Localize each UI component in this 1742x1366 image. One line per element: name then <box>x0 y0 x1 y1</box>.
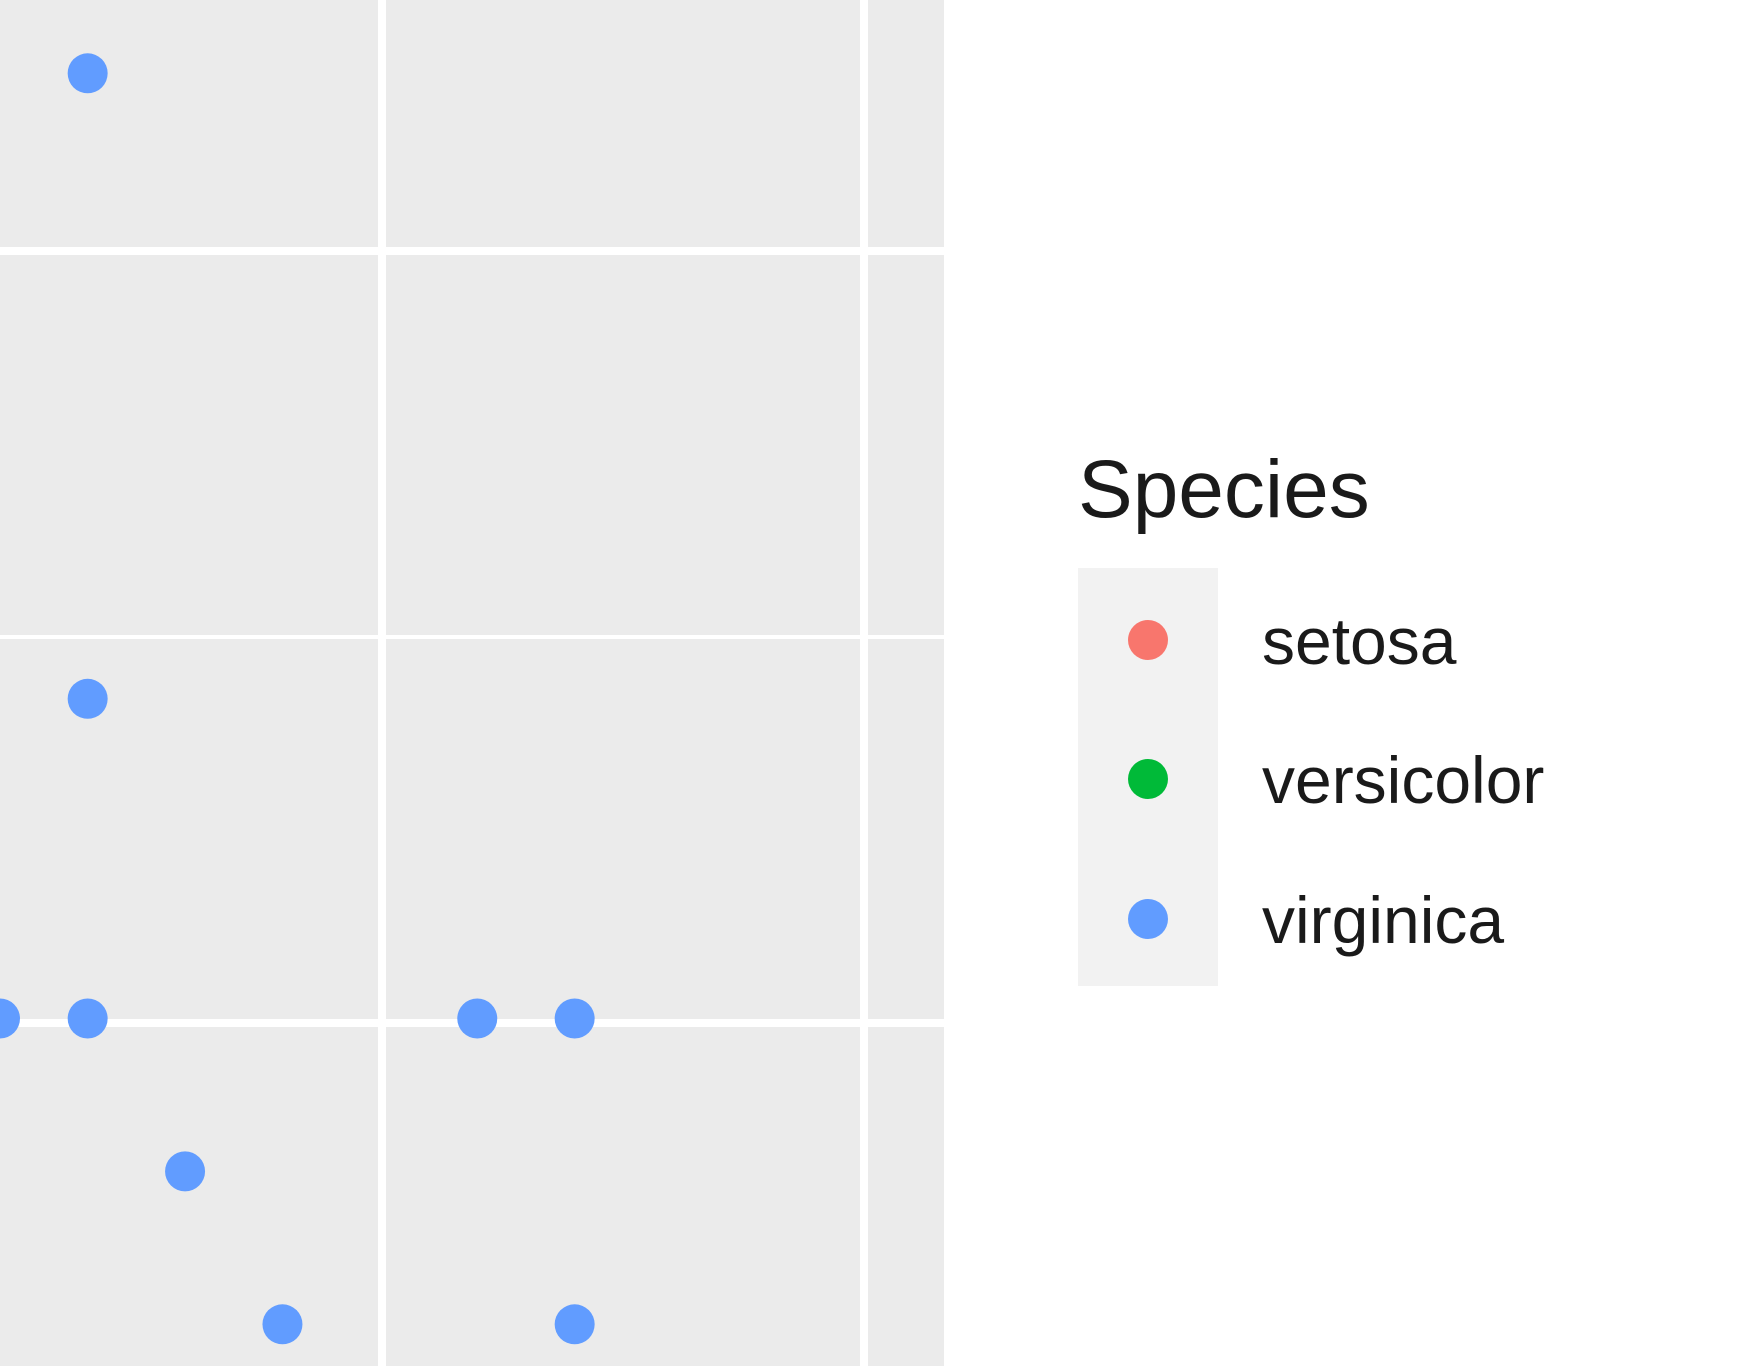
point-virginica-5 <box>554 998 595 1039</box>
point-virginica-7 <box>262 1304 303 1345</box>
legend-key-virginica <box>1128 899 1168 939</box>
legend-key-setosa <box>1128 620 1168 660</box>
point-virginica-6 <box>165 1151 206 1192</box>
legend: Species setosa versicolor virginica <box>1078 444 1544 986</box>
legend-label-setosa: setosa <box>1262 604 1457 678</box>
point-virginica-4 <box>457 998 498 1039</box>
legend-key-versicolor <box>1128 759 1168 799</box>
point-virginica-3 <box>67 998 108 1039</box>
point-virginica-0 <box>67 53 108 94</box>
point-virginica-1 <box>67 678 108 719</box>
data-points <box>0 53 595 1345</box>
point-virginica-2 <box>0 998 20 1039</box>
plot-panel <box>0 0 944 1366</box>
legend-label-virginica: virginica <box>1262 883 1504 957</box>
legend-label-versicolor: versicolor <box>1262 743 1544 817</box>
legend-title: Species <box>1078 444 1370 535</box>
point-virginica-8 <box>554 1304 595 1345</box>
